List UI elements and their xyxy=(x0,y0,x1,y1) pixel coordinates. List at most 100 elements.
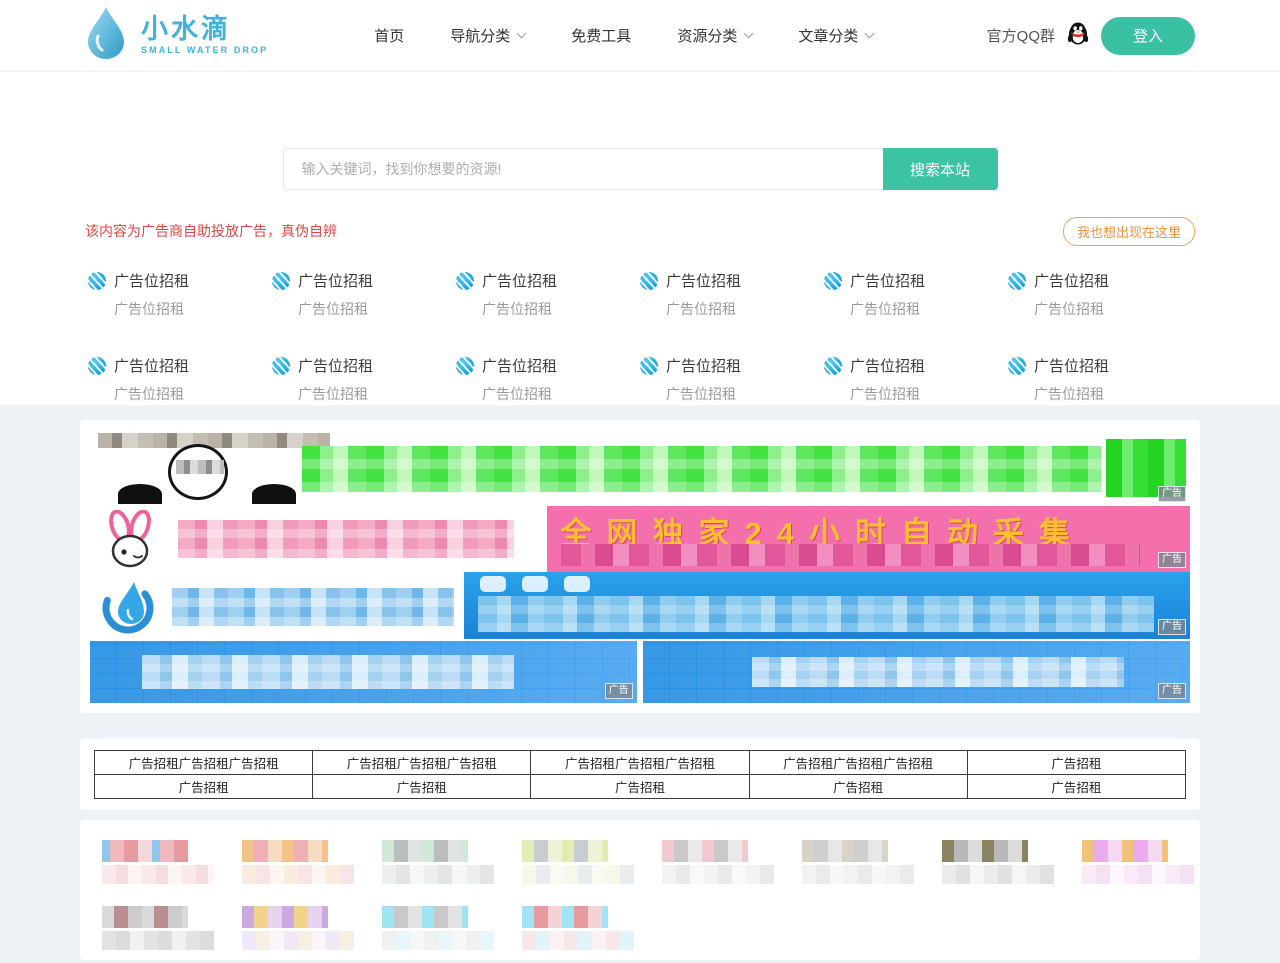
header-right: 官方QQ群 登入 xyxy=(986,16,1195,55)
ad-slot[interactable]: 广告位招租 广告位招租 xyxy=(640,270,824,319)
censored-text-block xyxy=(142,655,514,689)
censored-text-block xyxy=(172,588,454,626)
chevron-down-icon xyxy=(516,28,527,39)
censored-link[interactable] xyxy=(522,840,634,884)
censored-link[interactable] xyxy=(242,840,354,884)
censored-text-block xyxy=(560,544,1140,566)
main-nav: 首页 导航分类 免费工具 资源分类 文章分类 xyxy=(374,25,875,46)
ad-tag: 广告 xyxy=(1158,619,1186,635)
water-drop-logo-icon xyxy=(85,6,127,65)
censored-text-block xyxy=(478,596,1154,632)
header: 小水滴 SMALL WATER DROP 首页 导航分类 免费工具 资源分类 文… xyxy=(0,0,1280,72)
search-button[interactable]: 搜索本站 xyxy=(882,148,998,190)
censored-link[interactable] xyxy=(942,840,1054,884)
censored-link[interactable] xyxy=(102,906,214,950)
banner-ad-1[interactable]: 广告 xyxy=(90,430,1190,506)
nav-item-free-tools[interactable]: 免费工具 xyxy=(571,28,632,45)
banner-ad-2-right[interactable]: 全网独家24小时自动采集 广告 xyxy=(546,506,1190,572)
text-ad-cell[interactable]: 广告招租广告招租广告招租 xyxy=(748,750,968,775)
striped-ball-icon xyxy=(1008,356,1026,375)
ad-tag: 广告 xyxy=(1158,552,1186,568)
striped-ball-icon xyxy=(640,356,658,375)
search-bar: 搜索本站 xyxy=(282,72,998,190)
nav-item-article-categories[interactable]: 文章分类 xyxy=(798,25,875,46)
striped-ball-icon xyxy=(824,271,842,290)
ad-slot[interactable]: 广告位招租 广告位招租 xyxy=(640,355,824,404)
friend-links-row xyxy=(102,906,1178,950)
striped-ball-icon xyxy=(88,356,106,375)
friend-links-row xyxy=(102,840,1194,884)
qq-penguin-icon[interactable] xyxy=(1067,21,1089,50)
text-ad-cell[interactable]: 广告招租广告招租广告招租 xyxy=(530,750,750,775)
ad-tag: 广告 xyxy=(1158,486,1186,502)
site-title: 小水滴 xyxy=(141,14,231,45)
censored-text-block xyxy=(178,520,514,558)
friend-links-card xyxy=(80,820,1200,960)
ad-slot[interactable]: 广告位招租 广告位招租 xyxy=(1008,270,1192,319)
text-ad-cell[interactable]: 广告招租 xyxy=(748,774,968,799)
ad-slot[interactable]: 广告位招租 广告位招租 xyxy=(272,355,456,404)
search-input[interactable] xyxy=(282,148,883,190)
ad-slot[interactable]: 广告位招租 广告位招租 xyxy=(1008,355,1192,404)
ad-notice-row: 该内容为广告商自助投放广告，真伪自辨 我也想出现在这里 xyxy=(0,216,1280,246)
nav-item-resource-categories[interactable]: 资源分类 xyxy=(677,25,754,46)
censored-link[interactable] xyxy=(382,906,494,950)
rabbit-logo-icon xyxy=(100,509,162,572)
censored-text-block xyxy=(752,657,1125,687)
banner-ad-4-right[interactable]: 广告 xyxy=(642,641,1190,703)
ad-slot[interactable]: 广告位招租 广告位招租 xyxy=(824,355,1008,404)
ad-disclaimer-text: 该内容为广告商自助投放广告，真伪自辨 xyxy=(85,223,337,239)
censored-link[interactable] xyxy=(802,840,914,884)
censored-link[interactable] xyxy=(382,840,494,884)
site-logo[interactable]: 小水滴 SMALL WATER DROP xyxy=(85,6,268,65)
text-ad-table: 广告招租广告招租广告招租 广告招租广告招租广告招租 广告招租广告招租广告招租 广… xyxy=(93,750,1187,799)
censored-link[interactable] xyxy=(1082,840,1194,884)
hero-section: 搜索本站 该内容为广告商自助投放广告，真伪自辨 我也想出现在这里 广告位招租广告… xyxy=(0,72,1280,405)
ad-slot-grid: 广告位招租 广告位招租 广告位招租 广告位招租 广告位招租 广告位招租 广告位招租 广告… xyxy=(0,270,1280,404)
striped-ball-icon xyxy=(640,271,658,290)
censored-link[interactable] xyxy=(522,906,634,950)
ad-slot[interactable]: 广告位招租 广告位招租 xyxy=(88,355,272,404)
app-icons-row xyxy=(480,576,590,592)
banner-ad-3-right[interactable]: 广告 xyxy=(464,572,1190,639)
text-ad-cell[interactable]: 广告招租 xyxy=(966,774,1187,799)
login-button[interactable]: 登入 xyxy=(1101,16,1195,55)
nav-item-nav-categories[interactable]: 导航分类 xyxy=(450,25,527,46)
striped-ball-icon xyxy=(456,271,474,290)
striped-ball-icon xyxy=(272,271,290,290)
shark-drop-logo-icon xyxy=(98,576,162,639)
ad-slot[interactable]: 广告位招租 广告位招租 xyxy=(88,270,272,319)
site-subtitle: SMALL WATER DROP xyxy=(141,45,269,56)
censored-link[interactable] xyxy=(102,840,214,884)
banner-ad-3-left[interactable] xyxy=(90,572,464,639)
text-ad-cell[interactable]: 广告招租 xyxy=(966,750,1187,775)
striped-ball-icon xyxy=(272,356,290,375)
censored-text-block xyxy=(302,446,1102,492)
banner-ad-2-left[interactable] xyxy=(90,506,547,572)
advertise-here-button[interactable]: 我也想出现在这里 xyxy=(1062,216,1195,246)
ad-slot[interactable]: 广告位招租 广告位招租 xyxy=(456,355,640,404)
text-ad-cell[interactable]: 广告招租广告招租广告招租 xyxy=(93,750,314,775)
banner-ads-card: 广告 全网独家24小时自动采集 广告 xyxy=(80,420,1200,713)
striped-ball-icon xyxy=(824,356,842,375)
ad-slot[interactable]: 广告位招租 广告位招租 xyxy=(456,270,640,319)
banner-ad-4-left[interactable]: 广告 xyxy=(90,641,637,703)
main-content: 广告 全网独家24小时自动采集 广告 xyxy=(0,405,1280,963)
ad-tag: 广告 xyxy=(1158,683,1186,699)
ad-slot[interactable]: 广告位招租 广告位招租 xyxy=(272,270,456,319)
ad-tag: 广告 xyxy=(604,683,633,699)
nav-item-home[interactable]: 首页 xyxy=(374,28,405,45)
striped-ball-icon xyxy=(88,271,106,290)
panda-meme-face-icon xyxy=(118,444,296,504)
censored-link[interactable] xyxy=(242,906,354,950)
qq-group-label: 官方QQ群 xyxy=(986,28,1055,45)
text-ad-cell[interactable]: 广告招租 xyxy=(93,774,314,799)
text-ad-cell[interactable]: 广告招租广告招租广告招租 xyxy=(312,750,532,775)
text-ad-cell[interactable]: 广告招租 xyxy=(312,774,532,799)
ad-slot[interactable]: 广告位招租 广告位招租 xyxy=(824,270,1008,319)
striped-ball-icon xyxy=(456,356,474,375)
chevron-down-icon xyxy=(743,28,754,39)
text-ad-table-card: 广告招租广告招租广告招租 广告招租广告招租广告招租 广告招租广告招租广告招租 广… xyxy=(80,738,1200,810)
censored-link[interactable] xyxy=(662,840,774,884)
text-ad-cell[interactable]: 广告招租 xyxy=(530,774,750,799)
